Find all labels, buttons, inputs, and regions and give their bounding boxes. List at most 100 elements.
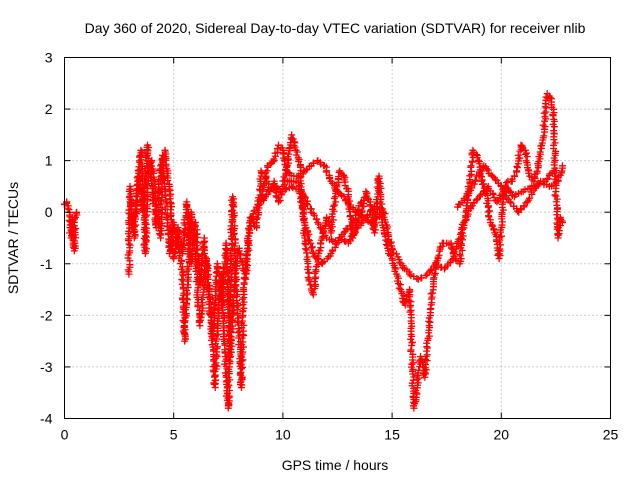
data-point	[423, 344, 431, 352]
data-point	[185, 225, 193, 233]
data-point	[230, 212, 238, 220]
data-point	[297, 198, 305, 206]
data-point	[293, 148, 301, 156]
data-point	[485, 213, 493, 221]
data-point	[476, 191, 484, 199]
y-tick-label: -1	[40, 256, 53, 272]
data-point	[231, 239, 239, 247]
data-point	[73, 208, 81, 216]
data-point	[536, 148, 544, 156]
data-point	[280, 181, 288, 189]
data-point	[319, 258, 327, 266]
data-point	[336, 190, 344, 198]
data-point	[405, 297, 413, 305]
data-point	[428, 289, 436, 297]
data-point	[239, 338, 247, 346]
data-point	[543, 175, 551, 183]
data-point	[181, 313, 189, 321]
data-point	[282, 185, 290, 193]
data-point	[211, 311, 219, 319]
data-point	[135, 176, 143, 184]
data-point	[558, 219, 566, 227]
data-point	[132, 196, 140, 204]
data-point	[453, 239, 461, 247]
data-point	[392, 250, 400, 258]
data-point	[510, 172, 518, 180]
data-point	[230, 246, 238, 254]
data-point	[558, 162, 566, 170]
data-point	[250, 207, 258, 215]
data-point	[141, 249, 149, 257]
data-point	[170, 248, 178, 256]
data-point	[467, 162, 475, 170]
data-point	[475, 160, 483, 168]
y-axis-label: SDTVAR / TECUs	[5, 182, 21, 294]
data-point	[183, 287, 191, 295]
data-point	[225, 381, 233, 389]
data-point	[456, 230, 464, 238]
data-point	[498, 232, 506, 240]
data-point	[302, 199, 310, 207]
data-point	[329, 202, 337, 210]
y-tick-label: -3	[40, 359, 53, 375]
data-point	[331, 201, 339, 209]
data-point	[183, 202, 191, 210]
data-point	[281, 186, 289, 194]
data-point	[493, 198, 501, 206]
data-point	[167, 212, 175, 220]
data-point	[209, 327, 217, 335]
data-point	[229, 297, 237, 305]
data-point	[295, 183, 303, 191]
data-point	[465, 189, 473, 197]
data-point	[489, 190, 497, 198]
data-point	[550, 167, 558, 175]
data-point	[224, 257, 232, 265]
data-point	[168, 203, 176, 211]
data-point	[540, 109, 548, 117]
data-point	[138, 148, 146, 156]
data-point	[303, 249, 311, 257]
data-point	[551, 191, 559, 199]
data-point	[228, 315, 236, 323]
data-point	[409, 376, 417, 384]
data-point	[126, 241, 134, 249]
data-point	[310, 211, 318, 219]
data-point	[142, 220, 150, 228]
data-point	[383, 225, 391, 233]
data-point	[310, 159, 318, 167]
data-point	[219, 327, 227, 335]
data-point	[125, 227, 133, 235]
data-point	[280, 149, 288, 157]
data-point	[227, 349, 235, 357]
data-point	[447, 244, 455, 252]
data-point	[147, 173, 155, 181]
x-tick-label: 0	[61, 427, 69, 443]
data-point	[230, 282, 238, 290]
data-point	[357, 199, 365, 207]
data-point	[467, 203, 475, 211]
data-point	[503, 179, 511, 187]
data-point	[282, 165, 290, 173]
data-point	[480, 188, 488, 196]
data-point	[167, 233, 175, 241]
y-tick-label: 2	[45, 101, 53, 117]
data-point	[310, 278, 318, 286]
data-point	[493, 176, 501, 184]
data-point	[381, 218, 389, 226]
data-point	[230, 203, 238, 211]
data-point	[261, 175, 269, 183]
data-point	[422, 272, 430, 280]
data-point	[307, 244, 315, 252]
data-point	[183, 262, 191, 270]
data-point	[202, 266, 210, 274]
y-tick-label: 0	[45, 204, 53, 220]
data-point	[408, 341, 416, 349]
data-point	[132, 221, 140, 229]
data-point	[415, 366, 423, 374]
grid-lines	[64, 57, 611, 419]
data-point	[309, 289, 317, 297]
data-point	[230, 230, 238, 238]
data-point	[340, 229, 348, 237]
data-point	[202, 257, 210, 265]
